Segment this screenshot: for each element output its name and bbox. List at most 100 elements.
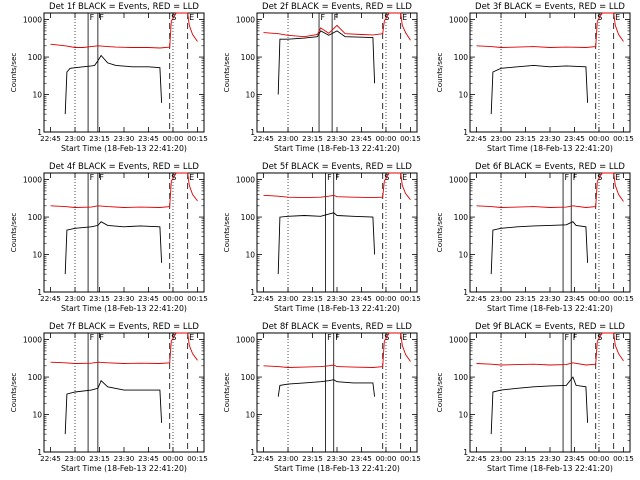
x-axis-label: Start Time (18-Feb-13 22:41:20) <box>61 464 187 473</box>
detector-chart: Det 9f BLACK = Events, RED = LLD 1 10 100 10… <box>435 322 634 473</box>
y-tick-label: 10 <box>32 251 42 260</box>
x-tick-label: 00:00 <box>589 134 610 143</box>
x-tick-label: 22:45 <box>40 134 61 143</box>
x-tick-label: 22:45 <box>40 454 61 463</box>
event-marker-label: F <box>565 173 570 182</box>
chart-title: Det 7f BLACK = Events, RED = LLD <box>49 322 199 332</box>
series-line-lld <box>263 12 411 41</box>
x-tick-label: 00:00 <box>163 454 184 463</box>
y-tick-label: 100 <box>28 53 43 62</box>
y-tick-label: 10 <box>32 91 42 100</box>
x-tick-label: 23:45 <box>351 454 372 463</box>
event-marker-label: F <box>565 333 570 342</box>
x-tick-label: 22:45 <box>466 134 487 143</box>
x-tick-label: 23:45 <box>564 294 585 303</box>
event-marker-label: E <box>615 13 620 22</box>
series-line-lld <box>476 12 624 48</box>
event-marker-label: E <box>402 333 407 342</box>
detector-chart: Det 5f BLACK = Events, RED = LLD 1 10 100 10… <box>222 162 421 313</box>
y-tick-label: 1 <box>250 448 255 457</box>
x-tick-label: 00:00 <box>163 134 184 143</box>
series-line-events <box>277 379 376 397</box>
chart-title: Det 1f BLACK = Events, RED = LLD <box>49 2 199 12</box>
detector-chart: Det 4f BLACK = Events, RED = LLD 1 10 100 10… <box>9 162 208 313</box>
plot-frame <box>469 12 631 133</box>
y-tick-label: 10 <box>245 91 255 100</box>
detector-panel: Det 1f BLACK = Events, RED = LLD 1 10 100 10… <box>0 0 213 160</box>
x-tick-label: 00:00 <box>589 294 610 303</box>
detector-panel: Det 5f BLACK = Events, RED = LLD 1 10 100 10… <box>213 160 426 320</box>
x-tick-label: 23:30 <box>114 294 135 303</box>
event-marker-label: F <box>327 333 332 342</box>
x-tick-label: 23:00 <box>491 294 512 303</box>
x-tick-label: 23:00 <box>278 454 299 463</box>
detector-panel: Det 9f BLACK = Events, RED = LLD 1 10 100 10… <box>426 320 639 480</box>
series-line-lld <box>263 172 411 200</box>
x-tick-label: 23:30 <box>540 294 561 303</box>
x-tick-label: 23:30 <box>327 134 348 143</box>
x-tick-label: 00:15 <box>187 134 208 143</box>
x-tick-label: 23:15 <box>302 454 323 463</box>
x-tick-label: 22:45 <box>466 454 487 463</box>
detector-panel: Det 4f BLACK = Events, RED = LLD 1 10 100 10… <box>0 160 213 320</box>
series-line-lld <box>476 172 624 208</box>
y-tick-label: 100 <box>454 213 469 222</box>
y-axis-label: Counts/sec <box>9 373 18 413</box>
x-tick-label: 00:15 <box>400 454 421 463</box>
y-tick-label: 1000 <box>236 16 255 25</box>
x-tick-label: 23:45 <box>564 454 585 463</box>
y-tick-label: 100 <box>28 373 43 382</box>
plot-frame <box>256 332 418 453</box>
x-tick-label: 23:30 <box>540 454 561 463</box>
x-tick-label: 00:00 <box>589 454 610 463</box>
x-tick-label: 00:15 <box>613 454 634 463</box>
event-marker-label: F <box>573 173 578 182</box>
y-axis-label: Counts/sec <box>435 53 444 93</box>
event-marker-label: F <box>90 173 95 182</box>
x-axis-label: Start Time (18-Feb-13 22:41:20) <box>487 464 613 473</box>
x-tick-label: 23:15 <box>89 454 110 463</box>
y-tick-label: 1 <box>250 128 255 137</box>
series-line-events <box>64 54 163 115</box>
event-marker-label: F <box>327 173 332 182</box>
x-axis-label: Start Time (18-Feb-13 22:41:20) <box>274 464 400 473</box>
y-tick-label: 1 <box>463 288 468 297</box>
series-line-events <box>277 30 376 95</box>
x-tick-label: 23:15 <box>302 294 323 303</box>
detector-panel: Det 2f BLACK = Events, RED = LLD 1 10 100 10… <box>213 0 426 160</box>
chart-title: Det 9f BLACK = Events, RED = LLD <box>475 322 625 332</box>
y-tick-label: 1000 <box>23 16 42 25</box>
y-tick-label: 10 <box>458 91 468 100</box>
detector-chart: Det 8f BLACK = Events, RED = LLD 1 10 100 10… <box>222 322 421 473</box>
y-tick-label: 1 <box>250 288 255 297</box>
plot-frame <box>256 172 418 293</box>
x-tick-label: 23:00 <box>278 134 299 143</box>
y-tick-label: 10 <box>458 411 468 420</box>
y-axis-label: Counts/sec <box>222 373 231 413</box>
y-tick-label: 100 <box>241 213 256 222</box>
x-tick-label: 23:45 <box>138 294 159 303</box>
x-axis-label: Start Time (18-Feb-13 22:41:20) <box>61 144 187 153</box>
event-marker-label: F <box>99 173 104 182</box>
event-marker-label: F <box>573 333 578 342</box>
x-tick-label: 23:30 <box>327 454 348 463</box>
series-line-events <box>490 64 589 115</box>
x-tick-label: 23:30 <box>327 294 348 303</box>
plot-frame <box>43 172 205 293</box>
event-marker-label: E <box>402 173 407 182</box>
x-tick-label: 23:15 <box>89 134 110 143</box>
x-tick-label: 22:45 <box>253 294 274 303</box>
event-marker-label: F <box>90 333 95 342</box>
y-tick-label: 1000 <box>236 336 255 345</box>
x-tick-label: 23:45 <box>351 134 372 143</box>
x-tick-label: 23:45 <box>564 134 585 143</box>
x-tick-label: 00:15 <box>400 134 421 143</box>
y-tick-label: 10 <box>32 411 42 420</box>
x-axis-label: Start Time (18-Feb-13 22:41:20) <box>61 304 187 313</box>
y-tick-label: 100 <box>241 53 256 62</box>
x-tick-label: 00:00 <box>376 454 397 463</box>
x-tick-label: 23:45 <box>351 294 372 303</box>
series-line-events <box>277 212 376 275</box>
x-tick-label: 23:45 <box>138 134 159 143</box>
